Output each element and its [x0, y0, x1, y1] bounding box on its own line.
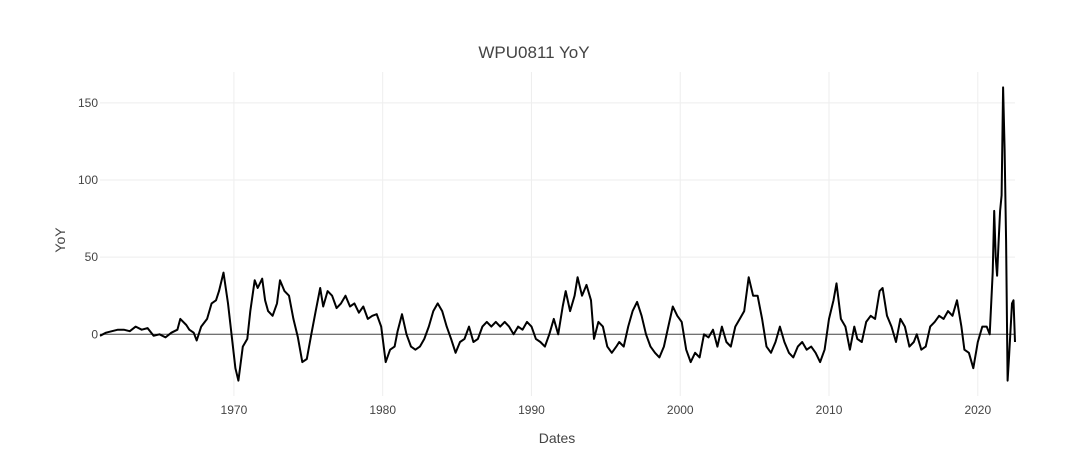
- x-tick-label-2000: 2000: [667, 403, 694, 417]
- series-layer: [99, 86, 1016, 382]
- x-tick-labels: 1970 1980 1990 2000 2010 2020: [221, 403, 992, 417]
- x-tick-label-2010: 2010: [816, 403, 843, 417]
- y-tick-label-0: 0: [91, 327, 98, 341]
- x-axis-title: Dates: [539, 430, 576, 446]
- chart-title: WPU0811 YoY: [478, 43, 589, 62]
- y-tick-label-150: 150: [78, 96, 98, 110]
- series-line-0: [99, 86, 1016, 382]
- x-tick-label-2020: 2020: [964, 403, 991, 417]
- x-tick-label-1990: 1990: [518, 403, 545, 417]
- grid-layer: [100, 72, 1015, 396]
- y-tick-labels: 0 50 100 150: [78, 96, 98, 341]
- y-axis-title: YoY: [52, 227, 68, 253]
- y-tick-label-50: 50: [85, 250, 99, 264]
- y-tick-label-100: 100: [78, 173, 98, 187]
- x-tick-label-1970: 1970: [221, 403, 248, 417]
- x-tick-label-1980: 1980: [369, 403, 396, 417]
